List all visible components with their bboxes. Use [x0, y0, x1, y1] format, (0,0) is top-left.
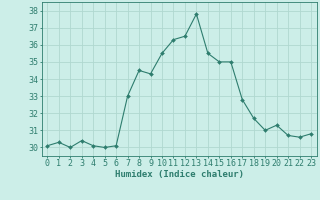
X-axis label: Humidex (Indice chaleur): Humidex (Indice chaleur) — [115, 170, 244, 179]
